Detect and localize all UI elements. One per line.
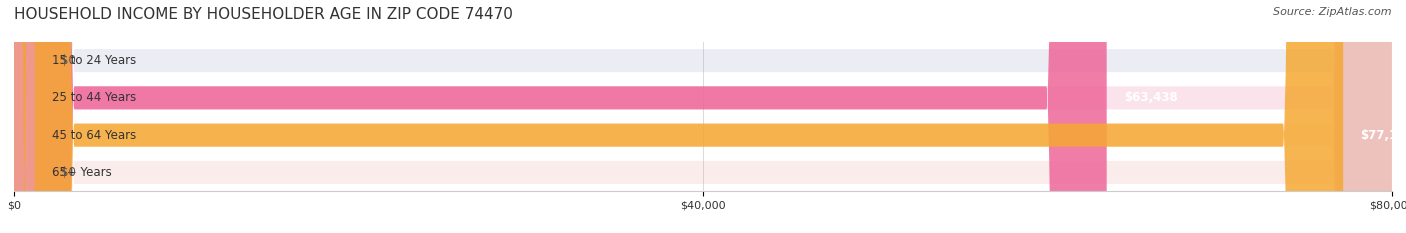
Text: 25 to 44 Years: 25 to 44 Years	[52, 91, 136, 104]
FancyBboxPatch shape	[14, 0, 1392, 233]
Text: $63,438: $63,438	[1123, 91, 1178, 104]
Text: $0: $0	[60, 166, 76, 179]
FancyBboxPatch shape	[14, 0, 1392, 233]
FancyBboxPatch shape	[14, 0, 1343, 233]
FancyBboxPatch shape	[14, 0, 35, 233]
FancyBboxPatch shape	[14, 0, 1107, 233]
Text: Source: ZipAtlas.com: Source: ZipAtlas.com	[1274, 7, 1392, 17]
Text: $0: $0	[60, 54, 76, 67]
Text: 45 to 64 Years: 45 to 64 Years	[52, 129, 136, 142]
FancyBboxPatch shape	[14, 0, 35, 233]
Text: HOUSEHOLD INCOME BY HOUSEHOLDER AGE IN ZIP CODE 74470: HOUSEHOLD INCOME BY HOUSEHOLDER AGE IN Z…	[14, 7, 513, 22]
FancyBboxPatch shape	[14, 0, 1392, 233]
Text: 15 to 24 Years: 15 to 24 Years	[52, 54, 136, 67]
FancyBboxPatch shape	[14, 0, 1392, 233]
Text: $77,167: $77,167	[1361, 129, 1406, 142]
Text: 65+ Years: 65+ Years	[52, 166, 111, 179]
